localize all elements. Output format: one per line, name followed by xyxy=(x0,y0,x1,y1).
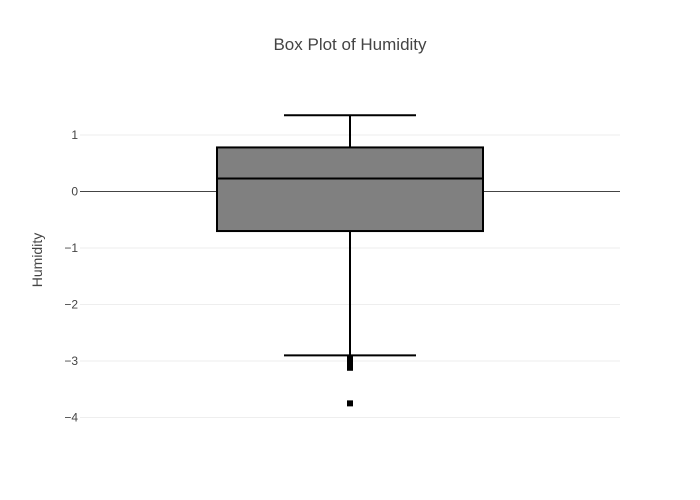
iqr-box xyxy=(216,146,484,233)
plot-area xyxy=(216,114,484,407)
y-tick-labels: 1 0 −1 −2 −3 −4 xyxy=(64,128,78,425)
y-tick-label: −2 xyxy=(64,298,78,312)
y-tick-label: −4 xyxy=(64,411,78,425)
y-tick-label: −3 xyxy=(64,354,78,368)
y-tick-label: 0 xyxy=(71,185,78,199)
chart-title: Box Plot of Humidity xyxy=(273,35,427,54)
y-tick-label: −1 xyxy=(64,241,78,255)
outlier-point xyxy=(347,364,353,371)
y-tick-label: 1 xyxy=(71,128,78,142)
outlier-point xyxy=(347,400,353,407)
y-axis-label: Humidity xyxy=(29,233,45,287)
